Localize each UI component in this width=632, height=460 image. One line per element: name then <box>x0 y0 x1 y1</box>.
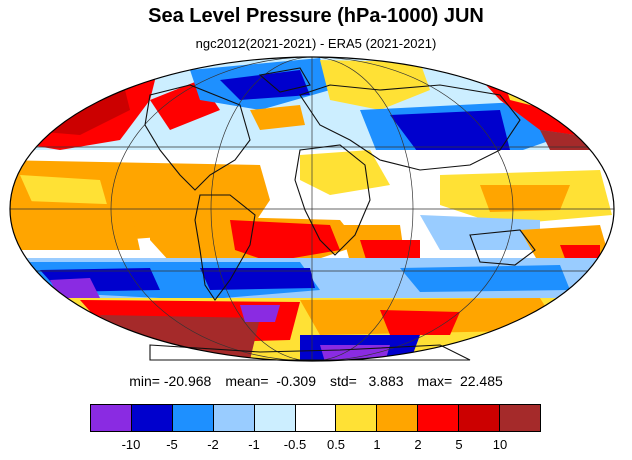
colorbar-labels: -10 -5 -2 -1 -0.5 0.5 1 2 5 10 <box>90 437 541 453</box>
stat-max: max= 22.485 <box>417 373 503 389</box>
colorbar-swatch-4 <box>254 405 296 431</box>
colorbar-tick-label: 0.5 <box>326 437 346 452</box>
colorbar-tick-label: -1 <box>248 437 260 452</box>
colorbar-swatch-8 <box>418 405 460 431</box>
colorbar-tick-label: 1 <box>373 437 381 452</box>
coastlines <box>144 67 536 361</box>
colorbar-swatch-2 <box>172 405 214 431</box>
colorbar-tick-label: -0.5 <box>283 437 307 452</box>
map-border <box>9 56 615 362</box>
colorbar-tick-label: -2 <box>207 437 219 452</box>
colorbar-swatch-0 <box>91 405 132 431</box>
graticule <box>10 57 614 361</box>
colorbar-tick-label: -5 <box>166 437 178 452</box>
colorbar-tick-label: 2 <box>414 437 422 452</box>
colorbar-swatch-9 <box>459 405 501 431</box>
map-title: Sea Level Pressure (hPa-1000) JUN <box>148 5 484 27</box>
stat-mean: mean= -0.309 <box>225 373 316 389</box>
colorbar-tick-label: 5 <box>455 437 463 452</box>
colorbar-swatch-10 <box>500 405 540 431</box>
map-subtitle: ngc2012(2021-2021) - ERA5 (2021-2021) <box>195 36 437 51</box>
colorbar-swatch-7 <box>377 405 419 431</box>
mollweide-map <box>9 56 615 362</box>
statistics-line: min= -20.968 mean= -0.309 std= 3.883 max= 2… <box>0 373 632 389</box>
colorbar-swatch-1 <box>131 405 173 431</box>
stat-std: std= 3.883 <box>329 373 404 389</box>
anomaly-field <box>10 57 614 361</box>
colorbar <box>90 404 541 432</box>
colorbar-swatch-5 <box>295 405 337 431</box>
stat-min: min= -20.968 <box>129 373 212 389</box>
colorbar-swatch-6 <box>336 405 378 431</box>
colorbar-tick-label: 10 <box>492 437 508 452</box>
colorbar-tick-label: -10 <box>121 437 141 452</box>
colorbar-swatch-3 <box>213 405 255 431</box>
